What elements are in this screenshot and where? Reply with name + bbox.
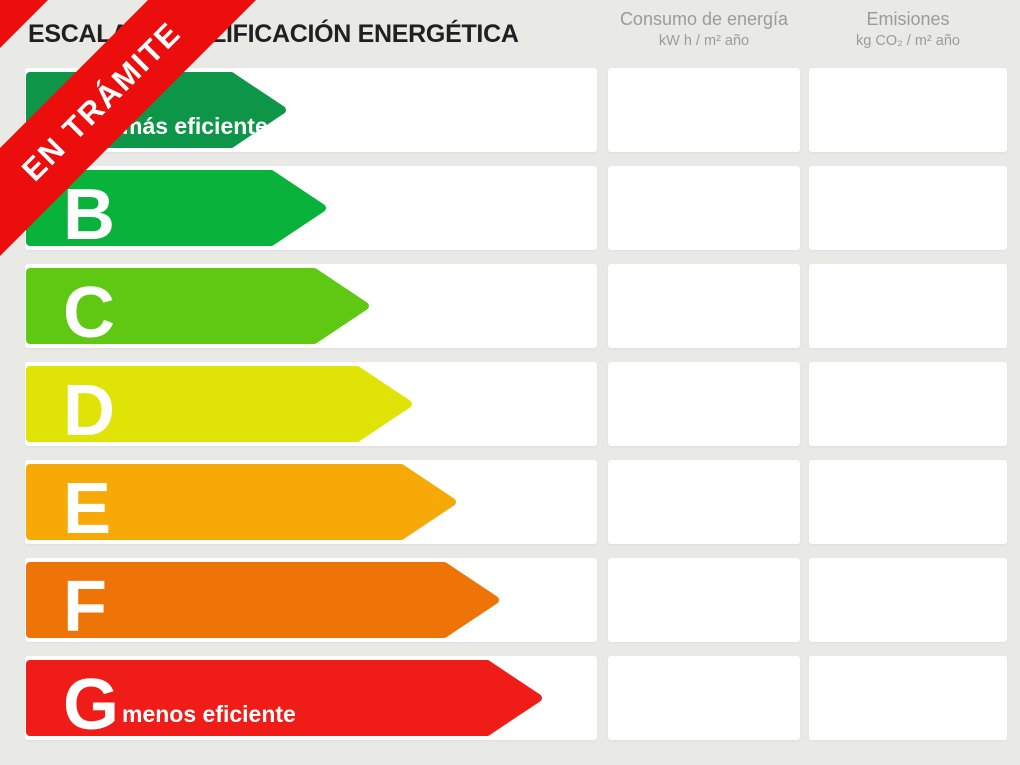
most-efficient-label: más eficiente: [122, 113, 268, 139]
rating-letter: G: [63, 664, 120, 745]
banner-ribbon: [0, 0, 256, 256]
rating-letter: F: [63, 566, 107, 647]
consumption-value-box: [608, 558, 800, 642]
emissions-value-box: [809, 166, 1007, 250]
emissions-value-box: [809, 558, 1007, 642]
consumption-header-units: kW h / m² año: [658, 33, 750, 50]
rating-row-g: G menos eficiente: [0, 656, 1020, 745]
emissions-value-box: [809, 264, 1007, 348]
rating-row-b: B: [0, 166, 1020, 255]
emissions-value-box: [809, 656, 1007, 740]
banner-label: EN TRÁMITE: [15, 15, 188, 188]
emissions-header-title: Emisiones: [866, 9, 950, 29]
rating-letter: E: [63, 468, 112, 549]
rating-letter: C: [63, 272, 115, 353]
rating-arrow-d: D: [25, 365, 413, 451]
rating-row-d: D: [0, 362, 1020, 451]
column-header-consumption: Consumo de energía kW h / m² año: [608, 8, 800, 53]
rating-row-e: E: [0, 460, 1020, 549]
consumption-value-box: [608, 460, 800, 544]
emissions-value-box: [809, 362, 1007, 446]
consumption-value-box: [608, 68, 800, 152]
rating-arrow-c: C: [25, 267, 370, 353]
consumption-header-title: Consumo de energía: [619, 9, 789, 29]
emissions-value-box: [809, 68, 1007, 152]
least-efficient-label: menos eficiente: [122, 701, 296, 727]
emissions-header-units: kg CO₂ / m² año: [856, 33, 960, 50]
rating-row-f: F: [0, 558, 1020, 647]
consumption-value-box: [608, 166, 800, 250]
banner-corner-sliver: [0, 0, 48, 48]
rating-row-c: C: [0, 264, 1020, 353]
column-header-emissions: Emisiones kg CO₂ / m² año: [809, 8, 1007, 53]
consumption-value-box: [608, 264, 800, 348]
emissions-value-box: [809, 460, 1007, 544]
rating-letter: D: [63, 370, 115, 451]
rating-arrow-b: B: [25, 169, 327, 255]
rating-letter: B: [63, 174, 115, 255]
consumption-value-box: [608, 656, 800, 740]
en-tramite-banner: EN TRÁMITE: [0, 0, 256, 256]
rating-arrow-g: G menos eficiente: [25, 659, 543, 745]
rating-arrow-f: F: [25, 561, 500, 647]
consumption-value-box: [608, 362, 800, 446]
rating-arrow-e: E: [25, 463, 457, 549]
